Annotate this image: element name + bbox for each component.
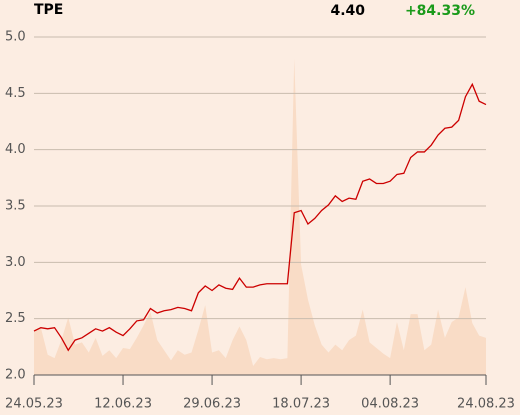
x-tick-label: 04.08.23 (361, 397, 419, 412)
x-tick-label: 18.07.23 (272, 397, 330, 412)
price-line (33, 82, 487, 352)
x-tick-label: 29.06.23 (183, 397, 241, 412)
y-tick-label: 3.5 (5, 199, 26, 214)
x-tick-label: 24.05.23 (5, 397, 63, 412)
x-tick-label: 12.06.23 (94, 397, 152, 412)
y-tick-label: 2.5 (5, 311, 26, 326)
y-tick-label: 4.5 (5, 86, 26, 101)
y-tick-label: 4.0 (5, 142, 26, 157)
x-tick-label: 24.08.23 (457, 397, 515, 412)
y-tick-label: 3.0 (5, 255, 26, 270)
volume-area (34, 58, 486, 375)
last-price: 4.40 (330, 3, 365, 19)
y-tick-label: 5.0 (5, 30, 26, 45)
y-tick-label: 2.0 (5, 368, 26, 383)
ticker: TPE (34, 2, 63, 18)
change: +84.33% (405, 3, 475, 19)
